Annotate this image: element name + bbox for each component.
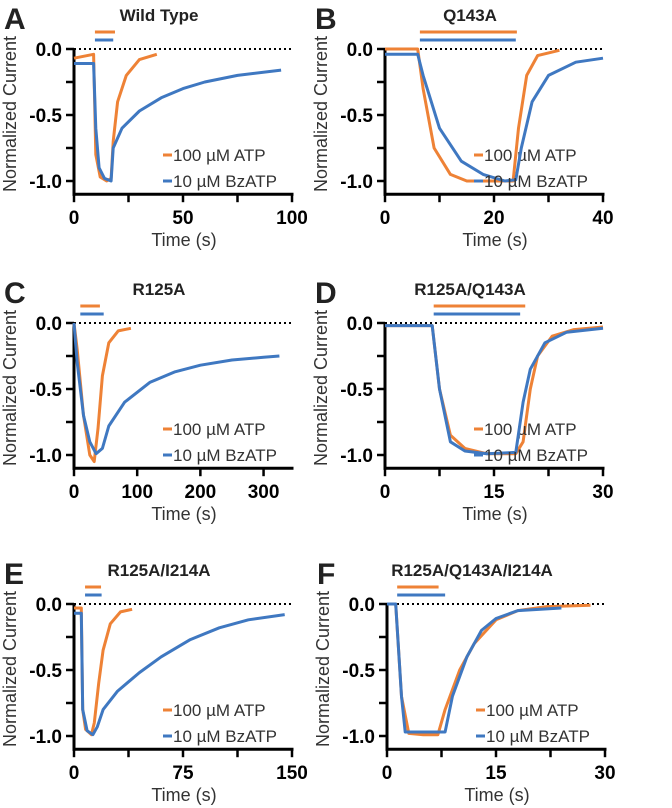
y-tick-label: -0.5 xyxy=(29,380,62,401)
trace-atp xyxy=(72,322,132,464)
trace-bzatp xyxy=(385,52,604,183)
x-tick-label: 100 xyxy=(276,208,308,229)
x-tick-label: 30 xyxy=(592,482,613,503)
x-tick-label: 0 xyxy=(69,208,80,229)
panel-e: E R125A/I214A 0.0 -0.5 -1.0 0 75 150 Time (s) Nor… xyxy=(0,558,308,805)
x-tick-label: 20 xyxy=(483,208,504,229)
trace-atp xyxy=(385,47,560,183)
x-tick-label: 15 xyxy=(485,763,507,784)
x-axis-label: Time (s) xyxy=(151,785,216,805)
x-tick-label: 0 xyxy=(380,482,391,503)
trace-bzatp xyxy=(387,602,562,734)
legend-label: 100 µM ATP xyxy=(173,146,266,165)
y-tick-label: -0.5 xyxy=(340,380,373,401)
panel-d: D R125A/Q143A 0.0 -0.5 -1.0 0 15 30 Time (s) Norm… xyxy=(311,277,614,524)
legend-label: 100 µM ATP xyxy=(173,701,266,720)
panel-c: C R125A 0.0 -0.5 -1.0 0 100 200 300 Time (s) Norma… xyxy=(0,277,294,524)
legend-label: 10 µM BzATP xyxy=(173,446,277,465)
trace-atp xyxy=(73,52,158,183)
y-tick-label: -0.5 xyxy=(29,661,62,682)
legend-label: 100 µM ATP xyxy=(484,420,577,439)
x-axis-label: Time (s) xyxy=(151,230,216,250)
legend-label: 100 µM ATP xyxy=(486,701,579,720)
y-axis-label: Normalized Current xyxy=(0,36,20,192)
x-tick-label: 30 xyxy=(594,763,615,784)
panel-letter: F xyxy=(317,558,335,591)
y-tick-label: 0.0 xyxy=(36,595,62,616)
panel-a: A Wild Type 0.0 -0.5 -1.0 0 50 100 Time (s) Norma… xyxy=(0,3,308,250)
y-axis-label: Normalized Current xyxy=(313,591,333,747)
x-tick-label: 100 xyxy=(121,482,153,503)
legend-label: 100 µM ATP xyxy=(484,146,577,165)
x-tick-label: 0 xyxy=(69,482,80,503)
x-tick-label: 0 xyxy=(69,763,80,784)
trace-bzatp xyxy=(74,62,282,183)
y-axis-label: Normalized Current xyxy=(311,310,331,466)
x-tick-label: 200 xyxy=(185,482,217,503)
panel-letter: A xyxy=(4,3,26,36)
x-tick-label: 0 xyxy=(380,208,391,229)
trace-bzatp xyxy=(74,611,285,737)
y-tick-label: -0.5 xyxy=(342,661,375,682)
legend-label: 100 µM ATP xyxy=(173,420,266,439)
y-tick-label: -1.0 xyxy=(342,727,375,748)
panel-title: R125A/Q143A/I214A xyxy=(391,561,553,580)
y-tick-label: 0.0 xyxy=(36,314,62,335)
x-tick-label: 40 xyxy=(592,208,613,229)
y-tick-label: -1.0 xyxy=(29,446,62,467)
panel-letter: D xyxy=(315,277,337,310)
x-axis-label: Time (s) xyxy=(462,230,527,250)
y-tick-label: -1.0 xyxy=(340,446,373,467)
legend-label: 10 µM BzATP xyxy=(484,446,588,465)
x-axis-label: Time (s) xyxy=(462,504,527,524)
x-tick-label: 15 xyxy=(483,482,505,503)
trace-bzatp xyxy=(72,322,280,456)
panel-title: R125A/Q143A xyxy=(414,280,526,299)
panel-b: B Q143A 0.0 -0.5 -1.0 0 20 40 Time (s) Normalized… xyxy=(311,3,614,250)
y-tick-label: -1.0 xyxy=(29,727,62,748)
panel-title: R125A/I214A xyxy=(107,561,210,580)
x-tick-label: 150 xyxy=(276,763,308,784)
x-tick-label: 300 xyxy=(248,482,280,503)
y-tick-label: 0.0 xyxy=(349,595,375,616)
y-axis-label: Normalized Current xyxy=(0,310,20,466)
x-tick-label: 50 xyxy=(172,208,193,229)
trace-bzatp xyxy=(385,324,604,456)
panel-letter: E xyxy=(4,558,24,591)
legend-label: 10 µM BzATP xyxy=(173,172,277,191)
y-axis-label: Normalized Current xyxy=(311,36,331,192)
y-tick-label: -1.0 xyxy=(29,172,62,193)
y-tick-label: -1.0 xyxy=(340,172,373,193)
y-tick-label: 0.0 xyxy=(347,314,373,335)
x-tick-label: 75 xyxy=(172,763,194,784)
panel-letter: C xyxy=(4,277,26,310)
panel-f: F R125A/Q143A/I214A 0.0 -0.5 -1.0 0 15 30 Time (… xyxy=(313,558,616,805)
legend-label: 10 µM BzATP xyxy=(486,727,590,746)
x-axis-label: Time (s) xyxy=(464,785,529,805)
y-axis-label: Normalized Current xyxy=(0,591,20,747)
y-tick-label: -0.5 xyxy=(340,106,373,127)
y-tick-label: 0.0 xyxy=(36,40,62,61)
y-tick-label: 0.0 xyxy=(347,40,373,61)
x-axis-label: Time (s) xyxy=(151,504,216,524)
legend-label: 10 µM BzATP xyxy=(484,172,588,191)
x-tick-label: 0 xyxy=(382,763,393,784)
panel-title: Wild Type xyxy=(120,6,199,25)
panel-title: R125A xyxy=(133,280,186,299)
panel-title: Q143A xyxy=(443,6,497,25)
legend-label: 10 µM BzATP xyxy=(173,727,277,746)
y-tick-label: -0.5 xyxy=(29,106,62,127)
panel-letter: B xyxy=(315,3,337,36)
